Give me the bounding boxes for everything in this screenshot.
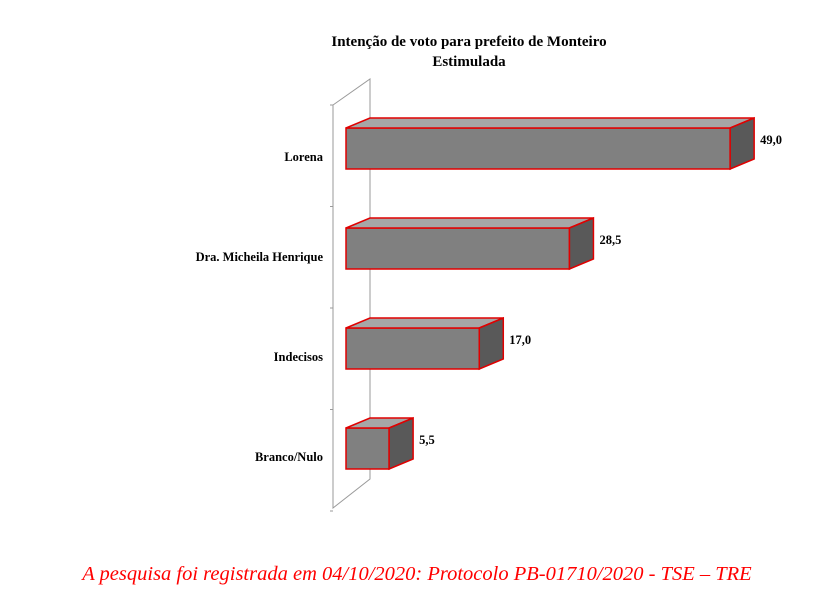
bar-chart: Intenção de voto para prefeito de Montei… (196, 34, 782, 512)
bar-front (345, 227, 571, 270)
bar-side (388, 416, 414, 471)
chart-title: Intenção de voto para prefeito de Montei… (331, 34, 606, 50)
value-label: 5,5 (419, 433, 435, 447)
value-label: 49,0 (760, 133, 782, 147)
category-label: Lorena (284, 150, 323, 164)
bar-group: 5,5 Branco/Nulo (255, 416, 435, 471)
category-label: Indecisos (274, 350, 323, 364)
bar-group: 28,5 Dra. Micheila Henrique (196, 216, 621, 271)
value-label: 28,5 (599, 233, 621, 247)
category-label: Dra. Micheila Henrique (196, 250, 324, 264)
registration-footnote: A pesquisa foi registrada em 04/10/2020:… (82, 563, 752, 585)
bar-side (729, 116, 755, 171)
bar-group: 49,0 Lorena (284, 116, 782, 171)
bar-front (345, 127, 731, 170)
bar-side (478, 316, 505, 371)
axis-wall (330, 78, 371, 512)
bar-top (345, 217, 594, 229)
bar-side (568, 216, 595, 271)
category-label: Branco/Nulo (255, 450, 323, 464)
chart-subtitle: Estimulada (432, 54, 506, 70)
bar-front (345, 427, 390, 470)
bar-group: 17,0 Indecisos (274, 316, 531, 371)
axis-wall-outline (332, 78, 371, 510)
value-label: 17,0 (509, 333, 531, 347)
bars-group: 49,0 Lorena 28,5 Dra. Micheila Henrique 17,0… (196, 116, 782, 471)
bar-top (345, 117, 755, 129)
bar-front (345, 327, 481, 370)
bar-top (345, 317, 504, 329)
